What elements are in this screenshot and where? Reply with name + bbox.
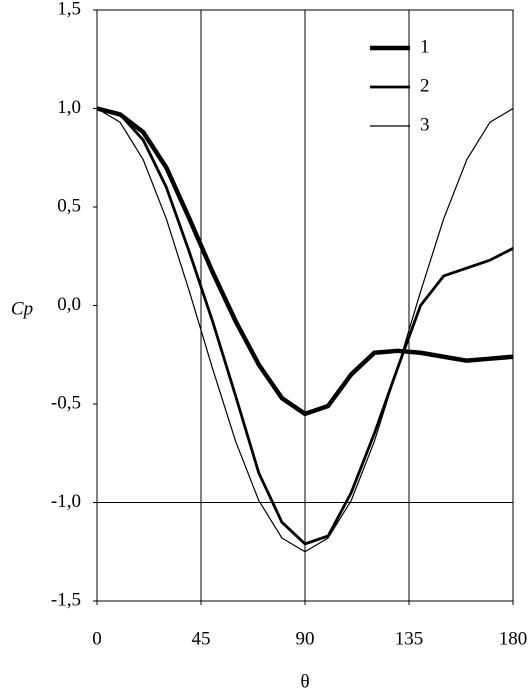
data-line (96, 107, 514, 546)
y-tick-label: 0,0 (57, 294, 81, 315)
y-tick-label: 0,5 (57, 195, 81, 216)
y-tick-label: -1,0 (51, 491, 81, 512)
legend-label: 2 (420, 75, 430, 96)
legend-label: 1 (420, 36, 430, 57)
x-tick-label: 90 (296, 628, 315, 649)
y-tick-label: 1,5 (57, 0, 81, 19)
data-line (96, 107, 514, 553)
x-tick-label: 135 (395, 628, 424, 649)
x-tick-label: 180 (499, 628, 528, 649)
y-tick-label: -1,5 (51, 589, 81, 610)
y-axis-label: Cp (11, 298, 33, 319)
x-tick-label: 45 (192, 628, 211, 649)
y-tick-label: -0,5 (51, 392, 81, 413)
x-axis-label: θ (300, 671, 309, 692)
legend-label: 3 (420, 114, 430, 135)
data-line (96, 106, 514, 417)
y-tick-label: 1,0 (57, 97, 81, 118)
x-tick-label: 0 (92, 628, 102, 649)
